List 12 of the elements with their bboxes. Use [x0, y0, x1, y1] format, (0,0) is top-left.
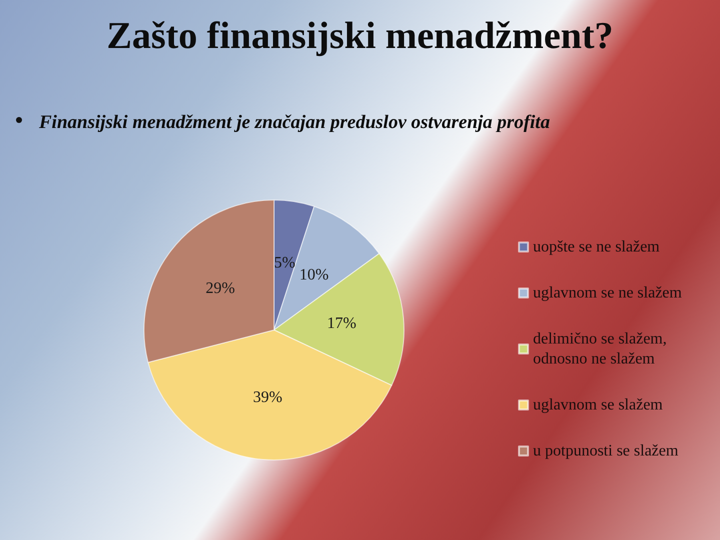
chart-subtitle: Finansijski menadžment je značajan preduslov ostvarenja profita	[38, 112, 550, 133]
legend-label: uglavnom se ne slažem	[533, 284, 682, 302]
legend-label: u potpunosti se slažem	[533, 442, 679, 460]
data-label: 39%	[252, 389, 282, 406]
chart-title: Zašto finansijski menadžment?	[106, 15, 614, 57]
data-label: 10%	[299, 266, 329, 284]
data-label: 17%	[327, 315, 356, 332]
data-label: 29%	[206, 280, 235, 297]
legend-label: uglavnom se slažem	[533, 396, 664, 414]
legend-label: uopšte se ne slažem	[533, 238, 660, 256]
data-label: 5%	[274, 254, 296, 272]
legend-label: delimično se slažem, odnosno ne slažem	[533, 330, 671, 368]
